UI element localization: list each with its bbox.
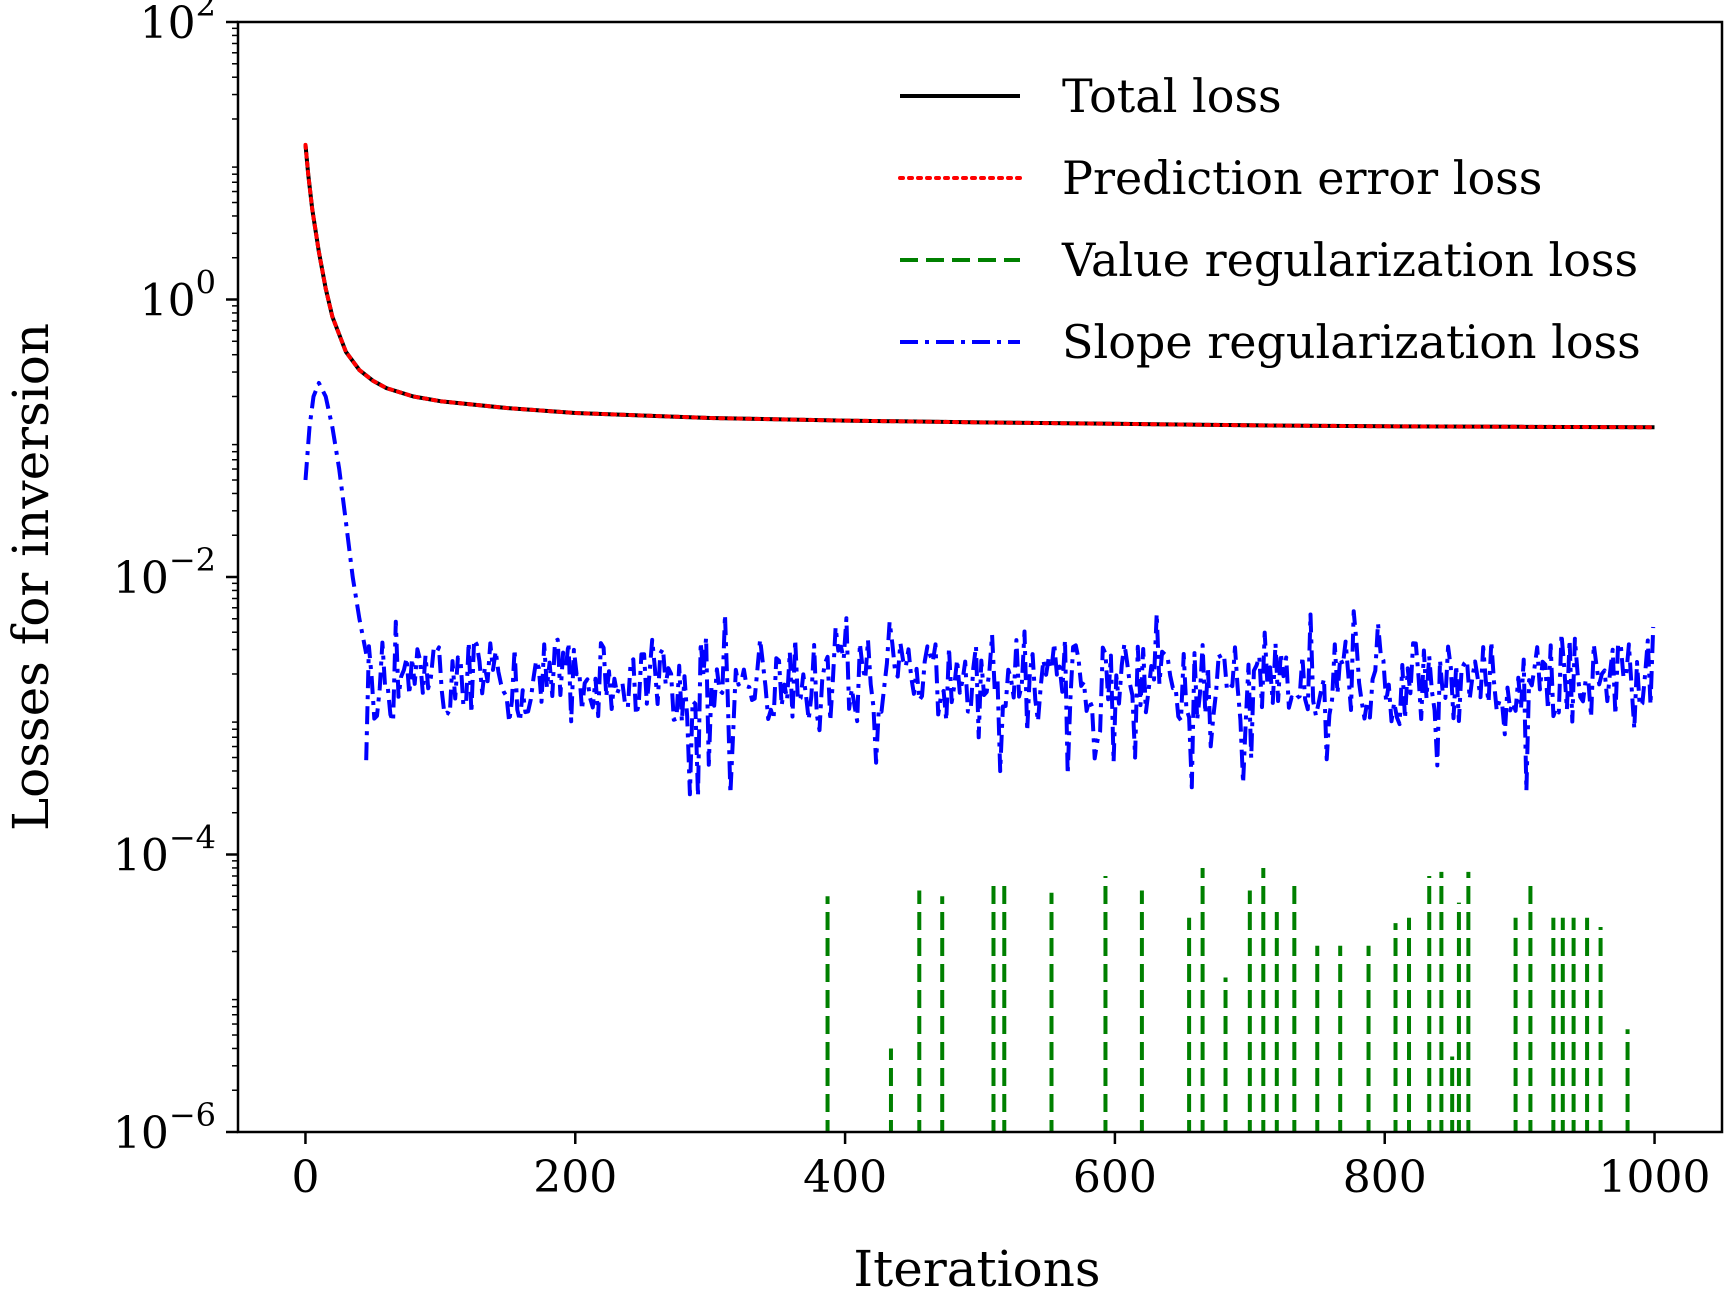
series-slope-regularization-loss-noise [364,609,1656,799]
x-tick-label: 200 [533,1152,617,1203]
y-tick-label: 10−2 [113,541,216,604]
legend-label: Total loss [1062,69,1282,123]
x-tick-label: 800 [1343,1152,1427,1203]
y-tick-label: 102 [140,0,216,49]
y-tick-label: 10−4 [113,819,216,882]
x-tick-label: 600 [1073,1152,1157,1203]
x-tick-label: 0 [291,1152,319,1203]
x-tick-label: 400 [803,1152,887,1203]
legend: Total loss Prediction error loss Value reg… [898,69,1641,369]
y-tick-label: 10−6 [113,1096,216,1159]
series-layer [303,142,1657,1132]
y-axis-label: Losses for inversion [2,323,60,831]
legend-label: Prediction error loss [1062,151,1542,205]
x-axis: 0 200 400 600 800 1000 [291,1132,1711,1203]
x-axis-label: Iterations [853,1240,1100,1298]
legend-label: Value regularization loss [1061,233,1638,287]
series-prediction-error-loss [303,142,1657,430]
series-slope-regularization-loss [303,381,369,655]
y-axis: 10−6 10−4 10−2 100 102 [113,0,238,1159]
legend-label: Slope regularization loss [1062,315,1641,369]
x-tick-label: 1000 [1599,1152,1711,1203]
y-tick-label: 100 [140,264,216,327]
